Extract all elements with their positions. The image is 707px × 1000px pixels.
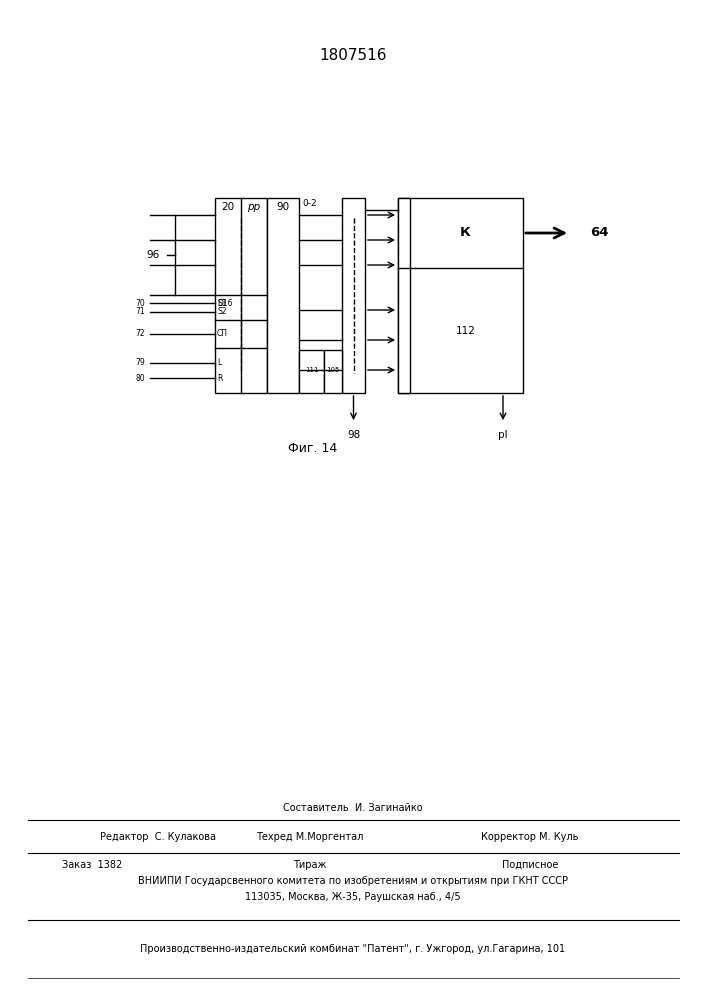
Text: СП: СП: [217, 330, 228, 338]
Text: 112: 112: [455, 326, 475, 336]
Bar: [398, 198, 410, 393]
Text: 90: 90: [276, 202, 290, 212]
Bar: [398, 198, 523, 393]
Text: 113035, Москва, Ж-35, Раушская наб., 4/5: 113035, Москва, Ж-35, Раушская наб., 4/5: [245, 892, 461, 902]
Text: 79: 79: [135, 358, 145, 367]
Text: 111: 111: [305, 366, 318, 372]
Text: 96: 96: [146, 250, 160, 260]
Text: рl: рl: [498, 430, 508, 440]
Bar: [324, 350, 342, 393]
Text: S2: S2: [217, 307, 226, 316]
Bar: [342, 198, 365, 393]
Bar: [215, 198, 267, 393]
Text: Фиг. 14: Фиг. 14: [288, 442, 338, 454]
Bar: [267, 198, 299, 393]
Text: ВНИИПИ Государсвенного комитета по изобретениям и открытиям при ГКНТ СССР: ВНИИПИ Государсвенного комитета по изобр…: [138, 876, 568, 886]
Text: 80: 80: [135, 374, 145, 383]
Text: D16: D16: [217, 298, 233, 308]
Text: 98: 98: [347, 430, 360, 440]
Text: Техред М.Моргентал: Техред М.Моргентал: [257, 832, 363, 842]
Text: 105: 105: [327, 366, 339, 372]
Text: S1: S1: [217, 299, 226, 308]
Text: Производственно-издательский комбинат "Патент", г. Ужгород, ул.Гагарина, 101: Производственно-издательский комбинат "П…: [141, 944, 566, 954]
Text: 1807516: 1807516: [320, 47, 387, 62]
Text: 64: 64: [590, 227, 609, 239]
Text: Корректор М. Куль: Корректор М. Куль: [481, 832, 579, 842]
Text: 71: 71: [135, 307, 145, 316]
Text: рр: рр: [247, 202, 261, 212]
Text: Редактор  С. Кулакова: Редактор С. Кулакова: [100, 832, 216, 842]
Text: L: L: [217, 358, 221, 367]
Text: К: К: [460, 227, 471, 239]
Text: Тираж: Тираж: [293, 860, 327, 870]
Text: 70: 70: [135, 299, 145, 308]
Text: Составитель  И. Загинайко: Составитель И. Загинайко: [284, 803, 423, 813]
Bar: [299, 350, 324, 393]
Text: 72: 72: [135, 330, 145, 338]
Text: Заказ  1382: Заказ 1382: [62, 860, 122, 870]
Text: 20: 20: [221, 202, 235, 212]
Text: R: R: [217, 374, 223, 383]
Text: 0-2: 0-2: [303, 200, 317, 209]
Text: Подписное: Подписное: [502, 860, 559, 870]
